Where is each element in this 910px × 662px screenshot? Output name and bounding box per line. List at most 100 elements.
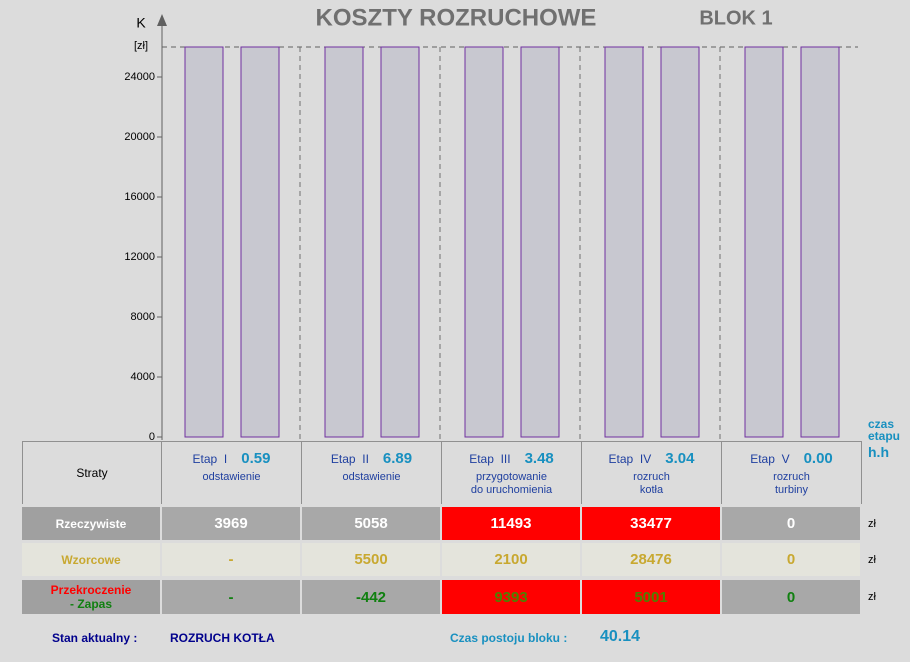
stage-description-line: odstawienie [342, 471, 401, 483]
reference-value: 2100 [494, 551, 528, 568]
row-label-text: Wzorcowe [61, 552, 121, 567]
bar-track [520, 46, 560, 438]
overrun-cell: 9393 [442, 580, 580, 614]
stage-header: Etap II 6.89 odstawienie [302, 441, 442, 504]
actual-cell: 33477 [582, 507, 720, 540]
row-label: Przekroczenie - Zapas [22, 580, 160, 614]
overrun-cell: 0 [722, 580, 860, 614]
unit-label: zł [862, 580, 882, 614]
stage-description-line: do uruchomienia [470, 484, 553, 496]
time-label-line: h.h [868, 444, 889, 460]
actual-value: 11493 [490, 515, 532, 532]
stage-header: Etap I 0.59 odstawienie [162, 441, 302, 504]
y-tick-label: 24000 [124, 71, 155, 83]
corner-cell: Straty [22, 441, 162, 504]
stage-description: rozruch kotła [633, 471, 670, 497]
reference-value: 5500 [354, 551, 388, 568]
bar-track [240, 46, 280, 438]
y-tick-label: 20000 [124, 131, 155, 143]
stage-description-line: rozruch [773, 471, 810, 483]
stage-name: Etap I [192, 452, 228, 466]
bar-track [800, 46, 840, 438]
time-label-line: etapu [868, 429, 901, 443]
stage-title: Etap III 3.48 [469, 450, 554, 467]
chart-subtitle: BLOK 1 [699, 7, 772, 29]
bar-track [660, 46, 700, 438]
overrun-value: - [228, 588, 234, 606]
stage-time: 3.48 [524, 450, 554, 467]
bar-track [744, 46, 784, 438]
downtime-label: Czas postoju bloku : [450, 631, 568, 645]
stage-header: Etap IV 3.04 rozruch kotła [582, 441, 722, 504]
time-label: czas etapu h.h [868, 417, 901, 460]
stage-description-line: rozruch [633, 471, 670, 483]
status-state: ROZRUCH KOTŁA [170, 631, 275, 645]
bar-track [604, 46, 644, 438]
stage-description-line: kotła [639, 484, 664, 496]
y-tick-label: 16000 [124, 191, 155, 203]
axis-arrow [157, 14, 167, 26]
stage-description-line: przygotowanie [476, 471, 547, 483]
actual-cell: 5058 [302, 507, 440, 540]
unit-text: zł [868, 518, 876, 530]
actual-value: 3969 [214, 515, 248, 532]
stage-name: Etap IV [608, 452, 652, 466]
actual-cell: 3969 [162, 507, 300, 540]
row-label: Wzorcowe [22, 543, 160, 576]
corner-label: Straty [76, 466, 108, 480]
actual-value: 0 [786, 515, 796, 532]
stage-header: Etap V 0.00 rozruch turbiny [722, 441, 862, 504]
stage-description: rozruch turbiny [773, 471, 810, 497]
row-label-text: Przekroczenie [50, 583, 132, 597]
reference-value: 28476 [630, 551, 672, 568]
chart-title: KOSZTY ROZRUCHOWE [316, 4, 597, 31]
stage-name: Etap V [750, 452, 790, 466]
y-tick-label: 12000 [124, 251, 155, 263]
actual-value: 5058 [354, 515, 388, 532]
overrun-cell: 5001 [582, 580, 720, 614]
bar-track [184, 46, 224, 438]
status-label: Stan aktualny : [52, 631, 138, 645]
y-tick-label: 8000 [131, 311, 155, 323]
unit-label: zł [862, 543, 882, 577]
stage-name: Etap III [469, 452, 511, 466]
unit-label: zł [862, 507, 882, 541]
stage-title: Etap V 0.00 [750, 450, 833, 467]
bar-track [380, 46, 420, 438]
actual-cell: 0 [722, 507, 860, 540]
bar-track [324, 46, 364, 438]
stage-title: Etap IV 3.04 [609, 450, 695, 467]
stage-description-line: turbiny [774, 484, 809, 496]
stage-description: odstawienie [202, 471, 260, 484]
y-tick-label: 4000 [131, 371, 155, 383]
stage-title: Etap II 6.89 [331, 450, 412, 467]
overrun-cell: -442 [302, 580, 440, 614]
bar-track [464, 46, 504, 438]
unit-text: zł [868, 591, 876, 603]
unit-text: zł [868, 554, 876, 566]
reference-cell: 0 [722, 543, 860, 576]
overrun-value: -442 [355, 588, 387, 606]
y-axis-label: K [136, 15, 146, 31]
reference-cell: 28476 [582, 543, 720, 576]
time-label-line: czas [868, 417, 895, 431]
stage-description: odstawienie [342, 471, 400, 484]
downtime-value: 40.14 [600, 628, 641, 645]
stage-description-line: odstawienie [202, 471, 261, 483]
reference-value: - [228, 551, 234, 568]
stage-header: Etap III 3.48 przygotowanie do uruchomienia [442, 441, 582, 504]
overrun-cell: - [162, 580, 300, 614]
reference-cell: - [162, 543, 300, 576]
overrun-value: 5001 [634, 588, 668, 606]
stage-time: 0.00 [803, 450, 833, 467]
reference-value: 0 [786, 551, 796, 568]
actual-cell: 11493 [442, 507, 580, 540]
overrun-value: 0 [786, 588, 796, 606]
row-label-text: - Zapas [69, 597, 112, 611]
reference-cell: 2100 [442, 543, 580, 576]
stage-name: Etap II [330, 452, 369, 466]
y-tick-label: 0 [149, 431, 155, 443]
row-label-text: Rzeczywiste [55, 516, 127, 531]
